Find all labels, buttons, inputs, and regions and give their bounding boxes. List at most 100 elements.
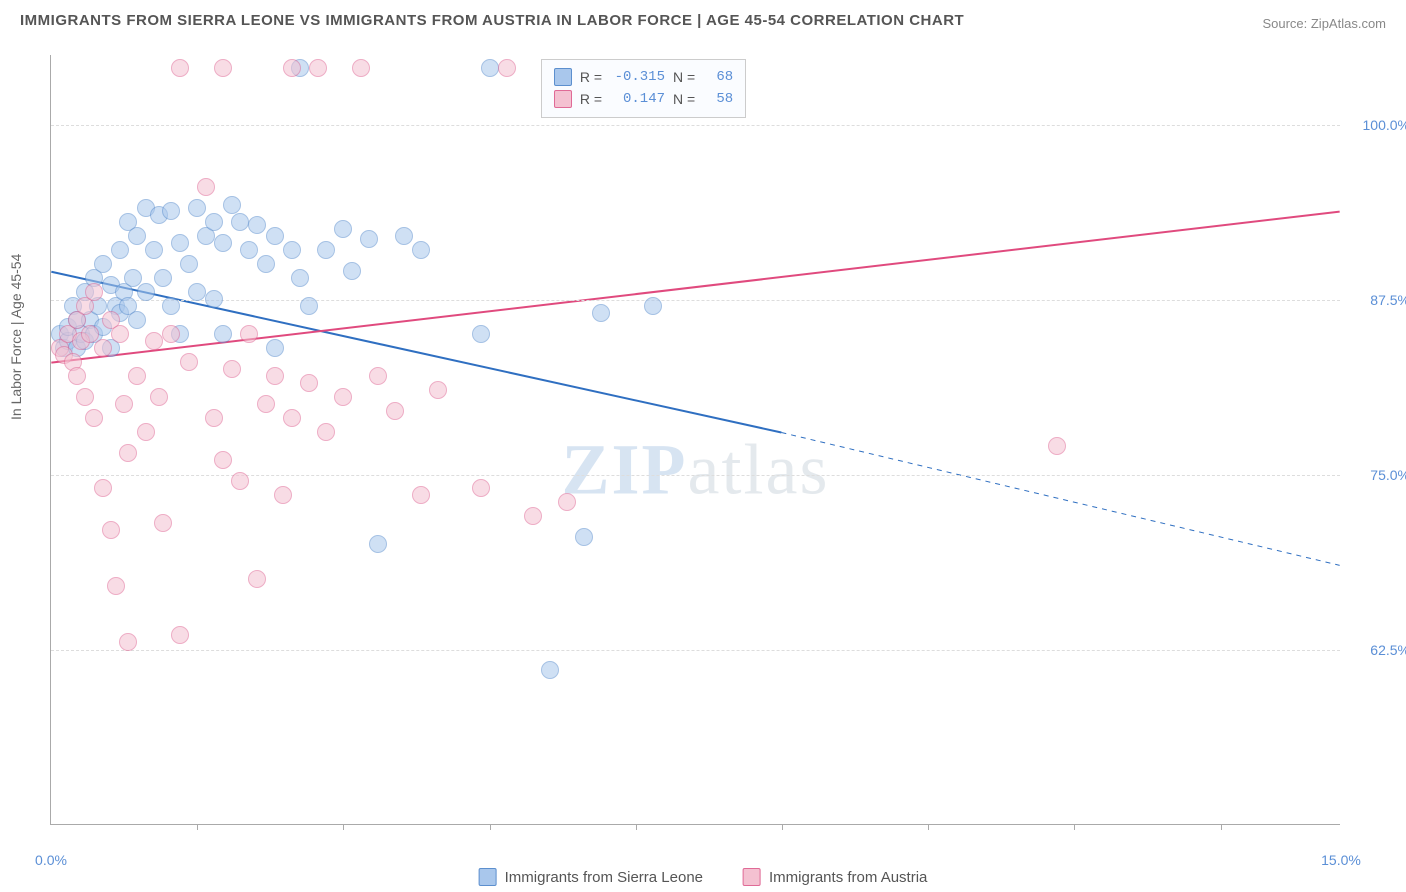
data-point xyxy=(111,241,129,259)
x-tick-label: 15.0% xyxy=(1321,852,1361,868)
data-point xyxy=(115,395,133,413)
data-point xyxy=(283,59,301,77)
data-point xyxy=(76,388,94,406)
chart-container: IMMIGRANTS FROM SIERRA LEONE VS IMMIGRAN… xyxy=(0,0,1406,892)
data-point xyxy=(94,255,112,273)
data-point xyxy=(334,388,352,406)
data-point xyxy=(137,283,155,301)
data-point xyxy=(171,234,189,252)
data-point xyxy=(1048,437,1066,455)
stats-row: R =-0.315 N =68 xyxy=(554,66,733,88)
x-tick-mark xyxy=(928,824,929,830)
r-value: 0.147 xyxy=(610,88,665,110)
data-point xyxy=(205,290,223,308)
x-tick-mark xyxy=(490,824,491,830)
data-point xyxy=(644,297,662,315)
data-point xyxy=(231,213,249,231)
data-point xyxy=(94,339,112,357)
swatch-icon xyxy=(554,90,572,108)
data-point xyxy=(343,262,361,280)
data-point xyxy=(85,409,103,427)
data-point xyxy=(102,521,120,539)
gridline-h xyxy=(51,125,1340,126)
data-point xyxy=(266,367,284,385)
data-point xyxy=(119,444,137,462)
data-point xyxy=(119,633,137,651)
data-point xyxy=(154,269,172,287)
data-point xyxy=(257,255,275,273)
data-point xyxy=(481,59,499,77)
x-tick-mark xyxy=(1221,824,1222,830)
data-point xyxy=(575,528,593,546)
y-tick-label: 87.5% xyxy=(1350,292,1406,308)
trend-lines xyxy=(51,55,1340,824)
data-point xyxy=(524,507,542,525)
data-point xyxy=(223,360,241,378)
data-point xyxy=(360,230,378,248)
y-tick-label: 100.0% xyxy=(1350,117,1406,133)
data-point xyxy=(291,269,309,287)
plot-area: ZIPatlas 62.5%75.0%87.5%100.0%0.0%15.0%R… xyxy=(50,55,1340,825)
data-point xyxy=(266,227,284,245)
data-point xyxy=(214,325,232,343)
data-point xyxy=(317,423,335,441)
data-point xyxy=(111,325,129,343)
data-point xyxy=(317,241,335,259)
data-point xyxy=(558,493,576,511)
legend-item-sierra-leone: Immigrants from Sierra Leone xyxy=(479,868,703,886)
data-point xyxy=(257,395,275,413)
data-point xyxy=(94,479,112,497)
data-point xyxy=(128,367,146,385)
legend-label: Immigrants from Sierra Leone xyxy=(505,869,703,886)
data-point xyxy=(68,367,86,385)
swatch-icon xyxy=(554,68,572,86)
data-point xyxy=(128,227,146,245)
x-tick-mark xyxy=(197,824,198,830)
data-point xyxy=(180,255,198,273)
data-point xyxy=(107,577,125,595)
data-point xyxy=(266,339,284,357)
x-tick-label: 0.0% xyxy=(35,852,67,868)
legend-label: Immigrants from Austria xyxy=(769,869,927,886)
data-point xyxy=(395,227,413,245)
data-point xyxy=(309,59,327,77)
source-label: Source: ZipAtlas.com xyxy=(1262,16,1386,31)
data-point xyxy=(137,423,155,441)
data-point xyxy=(145,241,163,259)
data-point xyxy=(171,626,189,644)
data-point xyxy=(592,304,610,322)
watermark-bold: ZIP xyxy=(562,430,688,510)
y-tick-label: 75.0% xyxy=(1350,467,1406,483)
data-point xyxy=(248,570,266,588)
n-value: 58 xyxy=(703,88,733,110)
data-point xyxy=(85,283,103,301)
stats-box: R =-0.315 N =68R = 0.147 N =58 xyxy=(541,59,746,118)
y-tick-label: 62.5% xyxy=(1350,642,1406,658)
data-point xyxy=(369,535,387,553)
data-point xyxy=(352,59,370,77)
stats-row: R = 0.147 N =58 xyxy=(554,88,733,110)
gridline-h xyxy=(51,300,1340,301)
x-tick-mark xyxy=(1074,824,1075,830)
chart-title: IMMIGRANTS FROM SIERRA LEONE VS IMMIGRAN… xyxy=(20,12,964,29)
data-point xyxy=(188,199,206,217)
data-point xyxy=(274,486,292,504)
r-value: -0.315 xyxy=(610,66,665,88)
data-point xyxy=(162,325,180,343)
swatch-icon xyxy=(479,868,497,886)
gridline-h xyxy=(51,650,1340,651)
data-point xyxy=(223,196,241,214)
data-point xyxy=(429,381,447,399)
data-point xyxy=(240,325,258,343)
data-point xyxy=(154,514,172,532)
data-point xyxy=(283,241,301,259)
data-point xyxy=(162,297,180,315)
legend-item-austria: Immigrants from Austria xyxy=(743,868,927,886)
data-point xyxy=(214,234,232,252)
data-point xyxy=(231,472,249,490)
data-point xyxy=(283,409,301,427)
data-point xyxy=(240,241,258,259)
data-point xyxy=(334,220,352,238)
y-axis-label: In Labor Force | Age 45-54 xyxy=(8,254,24,420)
data-point xyxy=(205,409,223,427)
